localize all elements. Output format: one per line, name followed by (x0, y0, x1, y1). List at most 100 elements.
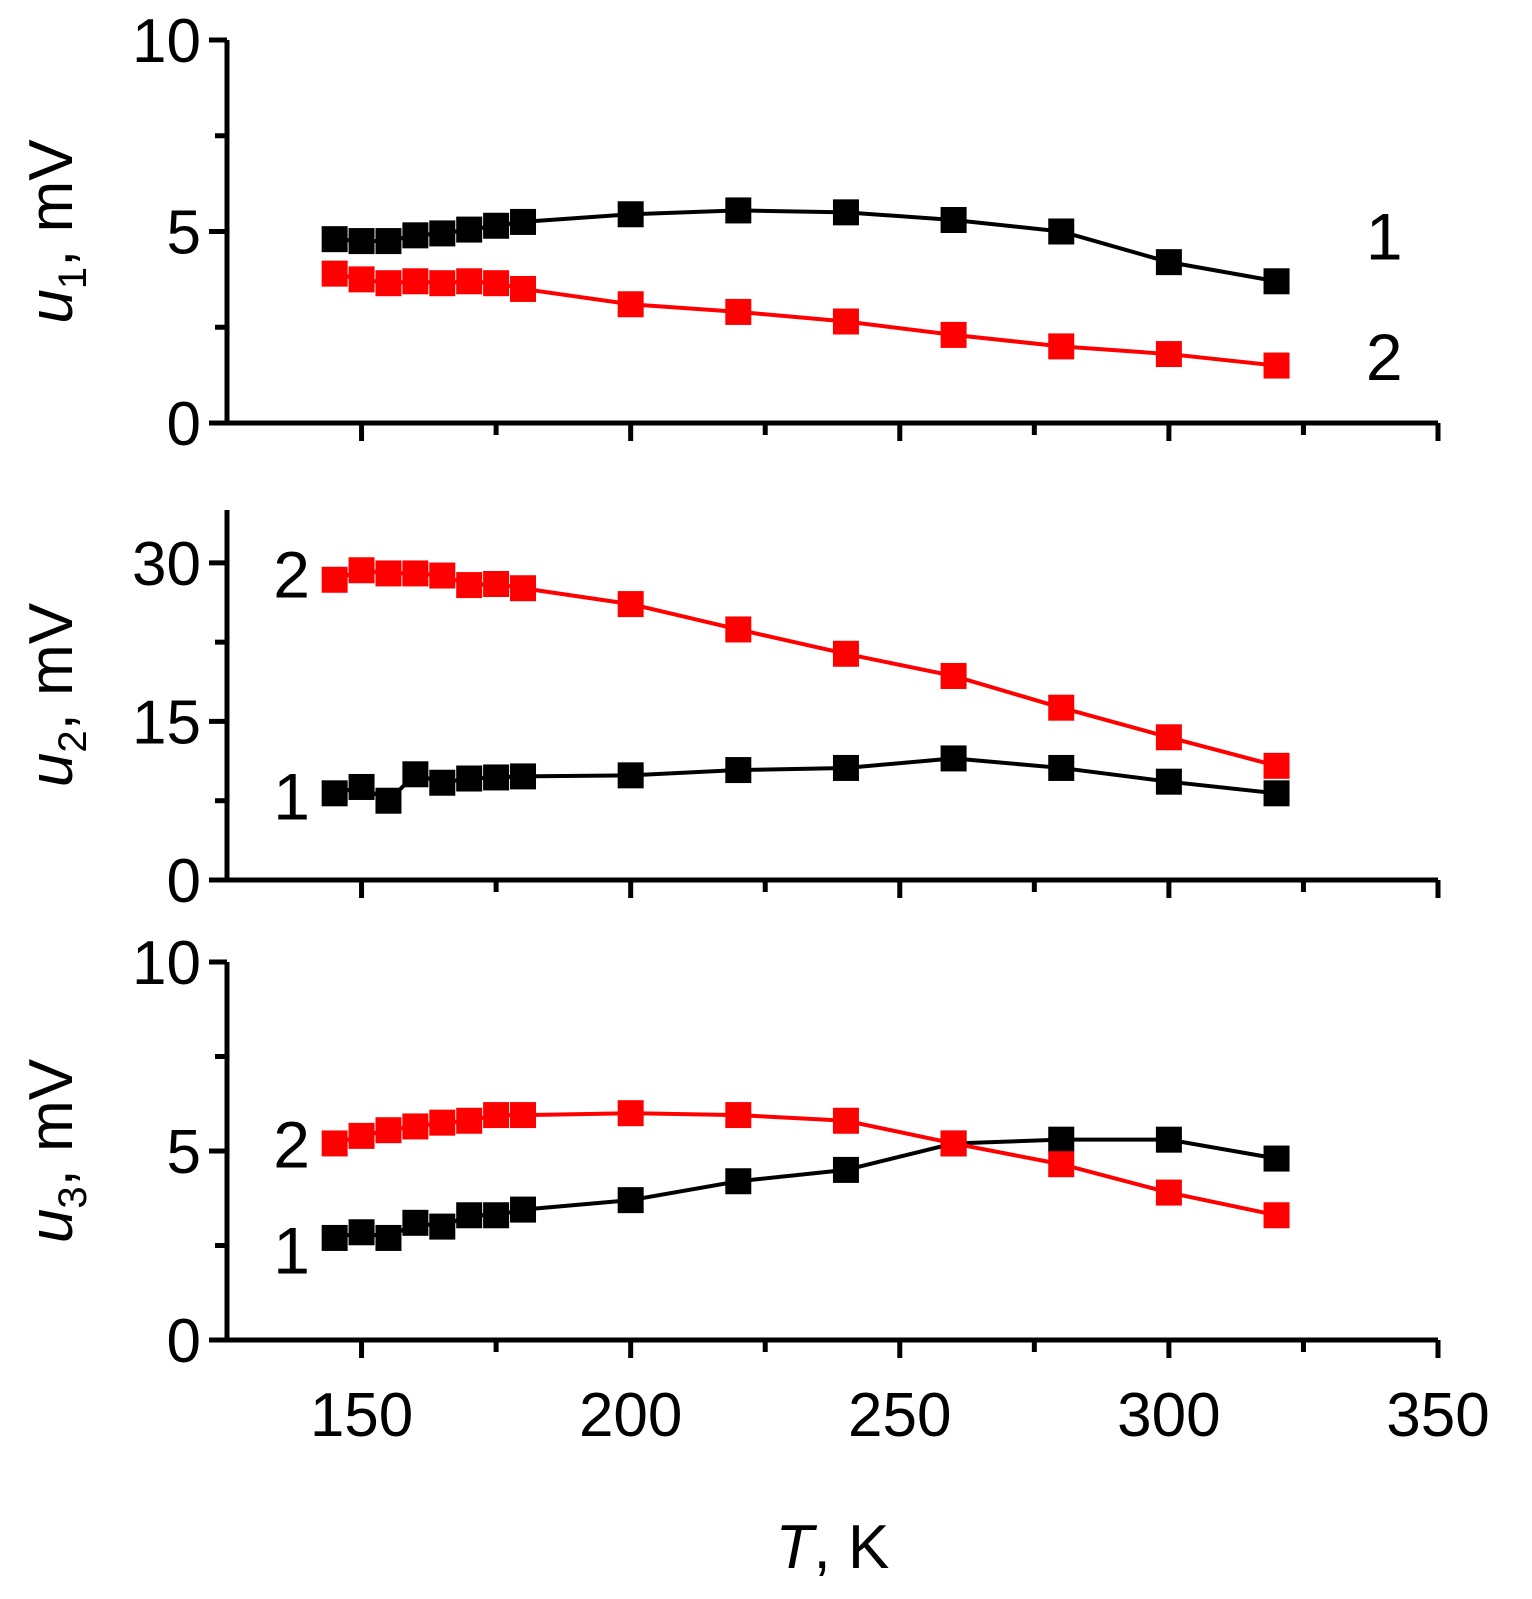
data-point (483, 270, 510, 297)
data-point (483, 764, 510, 791)
y-tick-label: 30 (132, 530, 201, 599)
data-point (832, 640, 859, 667)
series-label: 2 (273, 1107, 310, 1181)
data-point (375, 270, 402, 297)
data-point (1048, 754, 1075, 781)
data-point (725, 616, 752, 643)
data-point (429, 1213, 456, 1240)
data-point (321, 226, 348, 253)
y-axis-title-sub: 2 (51, 730, 95, 752)
data-point (483, 1102, 510, 1129)
y-axis-title-sub: 3 (51, 1186, 95, 1208)
data-point (456, 216, 483, 243)
data-point (617, 291, 644, 318)
data-point (429, 1109, 456, 1136)
data-point (832, 1156, 859, 1183)
series-1: 1 (273, 745, 1290, 833)
data-point (429, 270, 456, 297)
data-point (429, 769, 456, 796)
y-axis-title: u2, mV (17, 602, 95, 787)
x-tick-label: 200 (579, 1381, 682, 1450)
data-point (832, 308, 859, 335)
data-point (375, 787, 402, 814)
data-point (402, 761, 429, 788)
series-label: 1 (273, 1213, 310, 1287)
data-point (725, 298, 752, 325)
data-point (402, 268, 429, 295)
data-point (456, 1107, 483, 1134)
data-point (348, 1122, 375, 1149)
data-point (402, 1113, 429, 1140)
data-point (1155, 249, 1182, 276)
data-point (1263, 1145, 1290, 1172)
data-point (1263, 1202, 1290, 1229)
y-axis-title-unit: , mV (17, 602, 86, 730)
data-point (617, 1187, 644, 1214)
data-point (321, 780, 348, 807)
series-2: 2 (321, 260, 1403, 394)
data-point (617, 591, 644, 618)
data-point (510, 575, 537, 602)
y-axis-title-unit: , mV (17, 1058, 86, 1186)
data-point (402, 222, 429, 249)
data-point (483, 571, 510, 597)
data-point (1155, 724, 1182, 751)
series-1: 1 (273, 1126, 1290, 1287)
series-label: 2 (273, 537, 310, 611)
data-point (617, 201, 644, 228)
series-label: 2 (1366, 320, 1403, 394)
data-point (1048, 1151, 1075, 1178)
data-point (1048, 1126, 1075, 1153)
data-point (375, 1224, 402, 1251)
data-point (832, 199, 859, 226)
series-1: 1 (321, 197, 1403, 295)
data-point (429, 562, 456, 589)
x-tick-label: 300 (1117, 1381, 1220, 1450)
y-tick-label: 5 (167, 1118, 201, 1187)
data-point (1048, 694, 1075, 721)
data-point (321, 566, 348, 593)
data-point (348, 557, 375, 584)
data-point (456, 1202, 483, 1229)
data-point (456, 268, 483, 295)
y-axis-title-var: u (17, 289, 86, 323)
series-line (333, 568, 1278, 768)
data-point (1048, 218, 1075, 245)
data-point (725, 1102, 752, 1129)
data-point (1155, 1179, 1182, 1206)
y-tick-label: 0 (167, 847, 201, 916)
data-point (510, 275, 537, 302)
data-point (321, 260, 348, 287)
data-point (940, 662, 967, 689)
data-point (1263, 752, 1290, 779)
data-point (617, 762, 644, 789)
y-axis-title: u3, mV (17, 1058, 95, 1243)
x-axis-title: T, K (776, 1513, 890, 1582)
x-tick-label: 350 (1386, 1381, 1489, 1450)
data-point (402, 560, 429, 587)
data-point (321, 1130, 348, 1157)
data-point (940, 207, 967, 234)
data-point (1048, 333, 1075, 360)
series-label: 1 (1366, 199, 1403, 273)
data-point (510, 1102, 537, 1129)
data-point (510, 1196, 537, 1223)
x-axis-title-unit: , K (814, 1513, 890, 1582)
y-tick-label: 10 (132, 7, 201, 76)
data-point (832, 1107, 859, 1134)
data-point (375, 1117, 402, 1144)
data-point (456, 765, 483, 792)
series-label: 1 (273, 759, 310, 833)
y-axis-title-var: u (17, 1209, 86, 1243)
y-tick-label: 10 (132, 929, 201, 998)
data-point (832, 754, 859, 781)
data-point (1155, 341, 1182, 368)
data-point (348, 228, 375, 255)
data-point (348, 266, 375, 293)
data-point (1155, 1126, 1182, 1153)
data-point (402, 1209, 429, 1236)
data-point (429, 220, 456, 247)
